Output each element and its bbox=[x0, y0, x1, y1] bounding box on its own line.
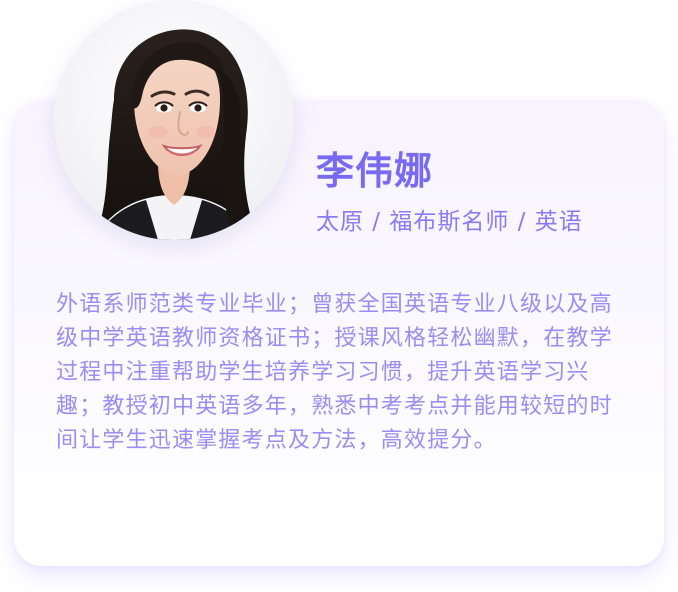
teacher-avatar bbox=[54, 0, 294, 240]
avatar-image bbox=[54, 0, 294, 240]
teacher-name: 李伟娜 bbox=[316, 149, 434, 193]
teacher-bio: 外语系师范类专业毕业；曾获全国英语专业八级以及高级中学英语教师资格证书；授课风格… bbox=[56, 292, 613, 453]
teacher-title: 太原 / 福布斯名师 / 英语 bbox=[316, 209, 583, 235]
